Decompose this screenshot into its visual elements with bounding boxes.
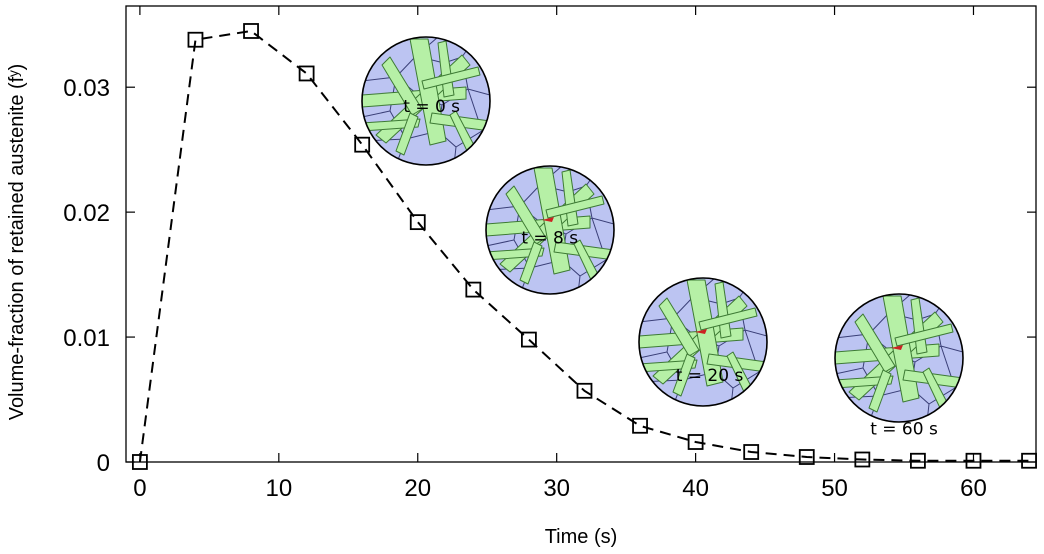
data-point [187,31,204,48]
x-tick-label: 30 [543,475,570,502]
austenite-mark [891,345,903,350]
x-tick-label: 60 [960,475,987,502]
data-point [521,331,537,348]
inset-time-label: t = 20 s [676,366,744,386]
data-point [743,444,760,460]
microstructure-inset [835,294,963,422]
x-tick-label: 40 [682,475,709,502]
data-point [576,382,593,399]
y-tick-label: 0.02 [63,200,110,227]
data-point [409,214,426,231]
data-point [854,451,871,468]
data-point [1021,452,1037,469]
microstructure-insets: t = 0 s t = 8 s t = 20 s t = 60 s [362,37,963,440]
data-point [798,449,815,465]
austenite-mark [695,329,707,334]
y-tick-label: 0.03 [63,75,110,102]
y-tick-label: 0.01 [63,325,110,352]
x-tick-label: 50 [821,475,848,502]
inset-time-label: t = 60 s [870,420,938,440]
inset-time-label: t = 8 s [521,228,578,248]
data-point [243,23,259,39]
x-tick-label: 0 [133,475,146,502]
data-point [354,136,371,153]
austenite-mark [542,217,554,222]
y-tick-label: 0 [97,450,110,477]
data-point [131,454,148,470]
series-line [138,29,1030,463]
data-series [131,23,1037,470]
inset-time-label: t = 0 s [403,97,460,117]
data-point [632,417,648,434]
data-point [965,452,982,469]
plot-frame [125,5,1037,463]
x-tick-label: 20 [404,475,431,502]
data-point [687,434,704,450]
x-axis-ticks: 0 10 20 30 40 50 60 [133,6,987,502]
y-axis-ticks: 0 0.01 0.02 0.03 [63,75,1036,477]
x-axis-title: Time (s) [545,526,618,548]
x-tick-label: 10 [265,475,292,502]
data-point [298,65,315,82]
data-point [465,281,482,298]
y-axis-title: Volume-fraction of retained austenite (f… [6,64,28,421]
microstructure-inset [639,278,767,406]
data-point [910,452,926,469]
